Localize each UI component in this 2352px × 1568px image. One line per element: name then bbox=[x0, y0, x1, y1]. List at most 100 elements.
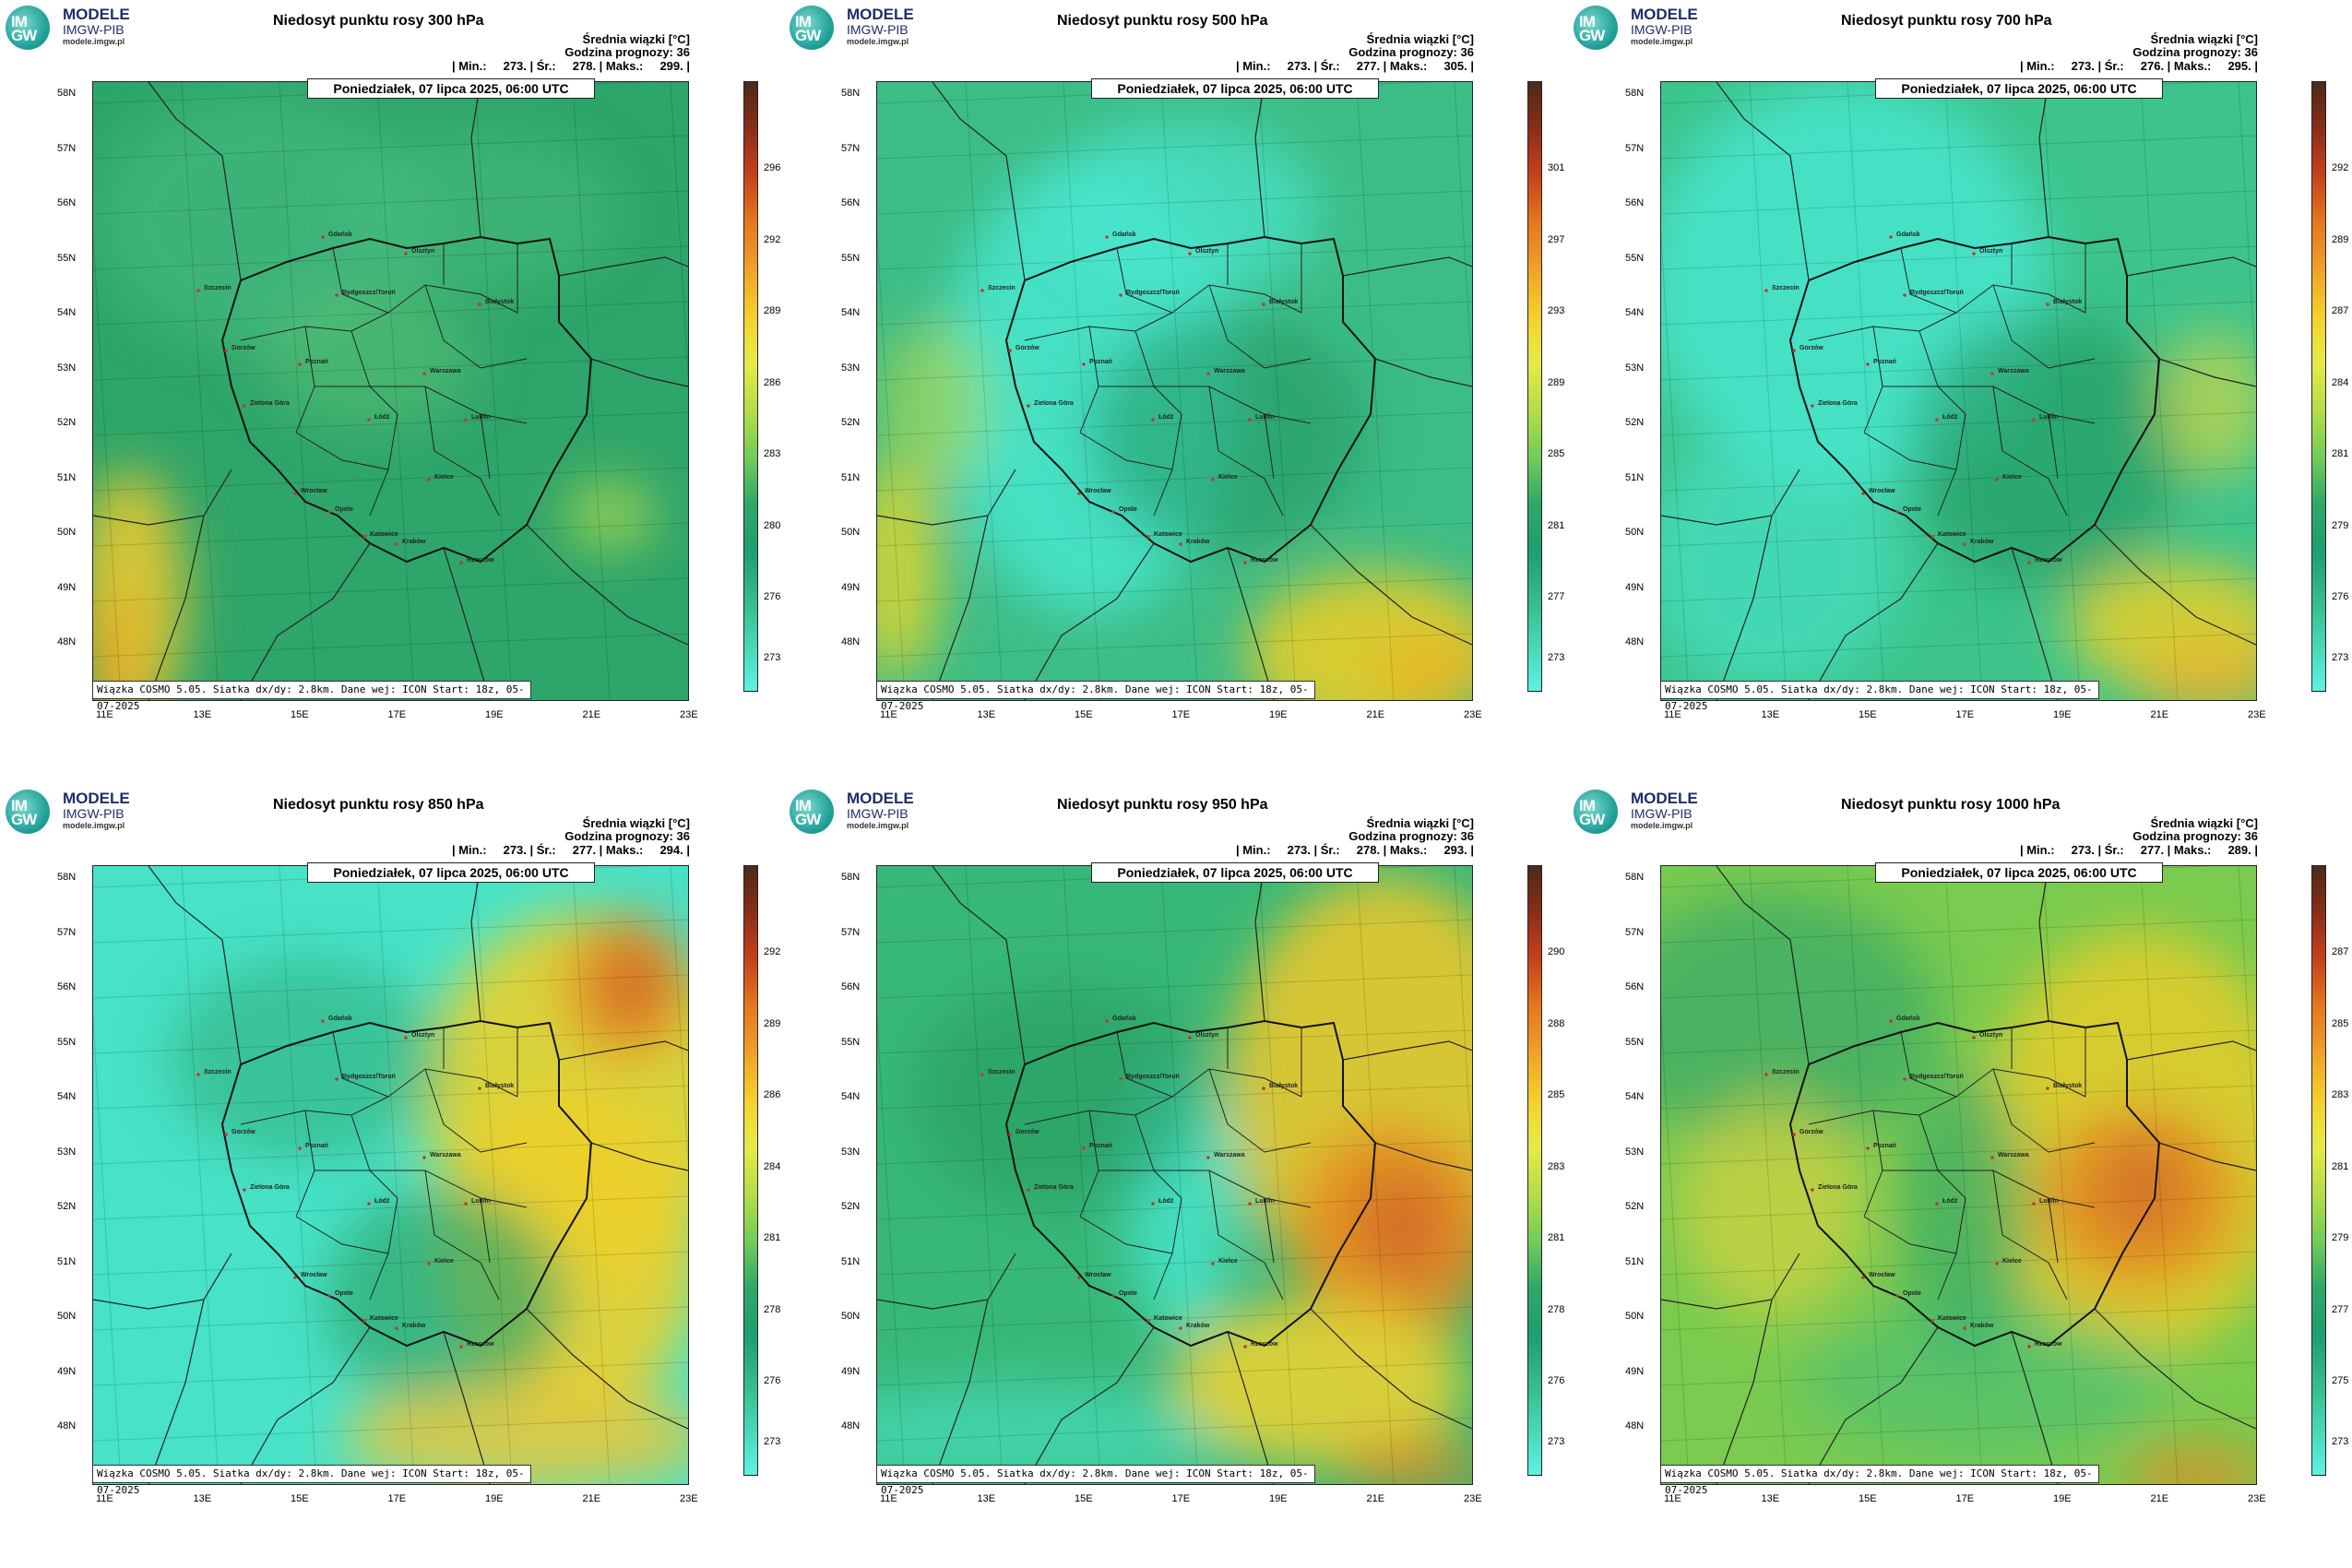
lon-tick-label: 21E bbox=[2150, 709, 2169, 720]
lat-tick-label: 58N bbox=[1625, 872, 1645, 883]
city-label: Białystok bbox=[1269, 299, 1299, 305]
graticule-line bbox=[376, 866, 415, 1484]
lat-tick-label: 53N bbox=[57, 362, 77, 374]
imgw-logo[interactable]: IM GW MODELE IMGW-PIB modele.imgw.pl bbox=[1568, 0, 1716, 55]
city-label: Rzeszów bbox=[2035, 557, 2062, 564]
city-dot bbox=[1188, 1036, 1192, 1039]
city-dot bbox=[298, 362, 302, 366]
graticule-line bbox=[181, 82, 220, 700]
graticule-line bbox=[1160, 866, 1199, 1484]
graticule-line bbox=[2238, 866, 2256, 1168]
lon-tick-label: 11E bbox=[1664, 709, 1681, 720]
city-label: Kraków bbox=[1186, 1323, 1210, 1329]
voivodeship-border bbox=[295, 432, 389, 470]
lon-tick-label: 13E bbox=[977, 709, 996, 720]
logo-globe-icon bbox=[1574, 790, 1618, 834]
graticule-line bbox=[1661, 919, 2256, 944]
stats-line: | Min.: 273. | Śr.: 278. | Maks.: 299. | bbox=[451, 59, 690, 73]
city-label: Warszawa bbox=[1998, 368, 2029, 374]
country-border bbox=[1716, 82, 1810, 281]
graticule-line bbox=[877, 577, 1472, 602]
city-dot bbox=[1211, 478, 1215, 481]
colorbar-tick-label: 292 bbox=[764, 946, 781, 957]
imgw-logo[interactable]: IM GW MODELE IMGW-PIB modele.imgw.pl bbox=[0, 0, 148, 55]
voivodeship-border bbox=[424, 386, 500, 517]
valid-date-box: Poniedziałek, 07 lipca 2025, 06:00 UTC bbox=[1875, 862, 2163, 883]
graticule-line bbox=[2238, 82, 2256, 384]
graticule-line bbox=[877, 411, 1472, 436]
voivodeship-border bbox=[1938, 1170, 2096, 1208]
city-dot bbox=[367, 1202, 371, 1206]
city-label: Gdańsk bbox=[1896, 232, 1920, 238]
lat-tick-label: 54N bbox=[57, 1091, 77, 1102]
field-map bbox=[1661, 866, 2256, 1484]
lat-tick-label: 56N bbox=[841, 981, 861, 992]
lon-tick-label: 13E bbox=[1761, 709, 1780, 720]
city-label: Katowice bbox=[1154, 1315, 1182, 1322]
lat-tick-label: 48N bbox=[57, 636, 77, 647]
stats-line: | Min.: 273. | Śr.: 276. | Maks.: 295. | bbox=[2019, 59, 2258, 73]
graticule-line bbox=[93, 919, 688, 944]
lat-tick-label: 56N bbox=[1625, 197, 1645, 208]
city-dot bbox=[1866, 1146, 1870, 1150]
graticule-line bbox=[93, 245, 688, 270]
city-label: Gdańsk bbox=[1112, 232, 1136, 238]
forecast-hour-label: Godzina prognozy: 36 bbox=[1348, 829, 1474, 843]
graticule-line bbox=[1454, 82, 1472, 384]
valid-date-box: Poniedziałek, 07 lipca 2025, 06:00 UTC bbox=[1875, 78, 2163, 99]
field-blob bbox=[1338, 1438, 1472, 1484]
graticule-line bbox=[1661, 577, 2256, 602]
lat-tick-label: 51N bbox=[57, 1255, 77, 1267]
imgw-logo[interactable]: IM GW MODELE IMGW-PIB modele.imgw.pl bbox=[1568, 784, 1716, 839]
voivodeship-border bbox=[2048, 413, 2059, 480]
city-label: Wrocław bbox=[301, 488, 327, 494]
city-label: Rzeszów bbox=[2035, 1341, 2062, 1348]
field-blob bbox=[877, 322, 988, 488]
country-border bbox=[1254, 82, 1265, 238]
city-label: Gorzów bbox=[1800, 345, 1823, 351]
city-label: Opole bbox=[335, 506, 353, 513]
lat-tick-label: 53N bbox=[841, 1146, 861, 1158]
city-dot bbox=[1995, 478, 1999, 481]
model-info-footer: Wiązka COSMO 5.05. Siatka dx/dy: 2.8km. … bbox=[1660, 681, 2099, 712]
voivodeship-border bbox=[1116, 247, 1173, 314]
logo-url: modele.imgw.pl bbox=[63, 37, 125, 46]
imgw-logo[interactable]: IM GW MODELE IMGW-PIB modele.imgw.pl bbox=[0, 784, 148, 839]
city-dot bbox=[1811, 404, 1814, 408]
imgw-logo[interactable]: IM GW MODELE IMGW-PIB modele.imgw.pl bbox=[784, 784, 932, 839]
lat-tick-label: 50N bbox=[841, 1311, 861, 1322]
poland-border bbox=[220, 235, 593, 564]
lat-tick-label: 48N bbox=[1625, 636, 1645, 647]
lat-tick-label: 58N bbox=[1625, 88, 1645, 99]
graticule-line bbox=[1661, 301, 2256, 326]
city-dot bbox=[1895, 1294, 1899, 1298]
lat-tick-label: 58N bbox=[841, 88, 861, 99]
colorbar-tick-label: 284 bbox=[2332, 376, 2349, 388]
colorbar-tick-label: 292 bbox=[2332, 162, 2349, 173]
colorbar-tick-label: 281 bbox=[764, 1232, 781, 1243]
logo-org: IMGW-PIB bbox=[1631, 22, 1693, 37]
country-border bbox=[2011, 547, 2059, 700]
country-border bbox=[2126, 256, 2256, 277]
city-dot bbox=[1243, 1345, 1247, 1348]
logo-org: IMGW-PIB bbox=[847, 22, 909, 37]
country-border bbox=[93, 469, 232, 526]
logo-name: MODELE bbox=[1631, 6, 1698, 23]
graticule-line bbox=[965, 82, 1004, 700]
country-border bbox=[526, 1308, 688, 1430]
graticule-line bbox=[1661, 1251, 2256, 1276]
city-dot bbox=[1077, 492, 1081, 495]
graticule-line bbox=[1063, 82, 1101, 700]
city-label: Lublin bbox=[1255, 1198, 1275, 1205]
country-border bbox=[93, 1253, 232, 1310]
city-dot bbox=[1764, 1073, 1768, 1076]
logo-org: IMGW-PIB bbox=[847, 806, 909, 821]
city-dot bbox=[196, 1073, 200, 1076]
voivodeship-border bbox=[1992, 1170, 2068, 1301]
imgw-logo[interactable]: IM GW MODELE IMGW-PIB modele.imgw.pl bbox=[784, 0, 932, 55]
voivodeship-border bbox=[424, 1068, 528, 1153]
graticule-line bbox=[1661, 1195, 2256, 1220]
graticule-line bbox=[1661, 1085, 2256, 1110]
colorbar-tick-label: 283 bbox=[1548, 1160, 1565, 1172]
city-dot bbox=[404, 252, 408, 255]
